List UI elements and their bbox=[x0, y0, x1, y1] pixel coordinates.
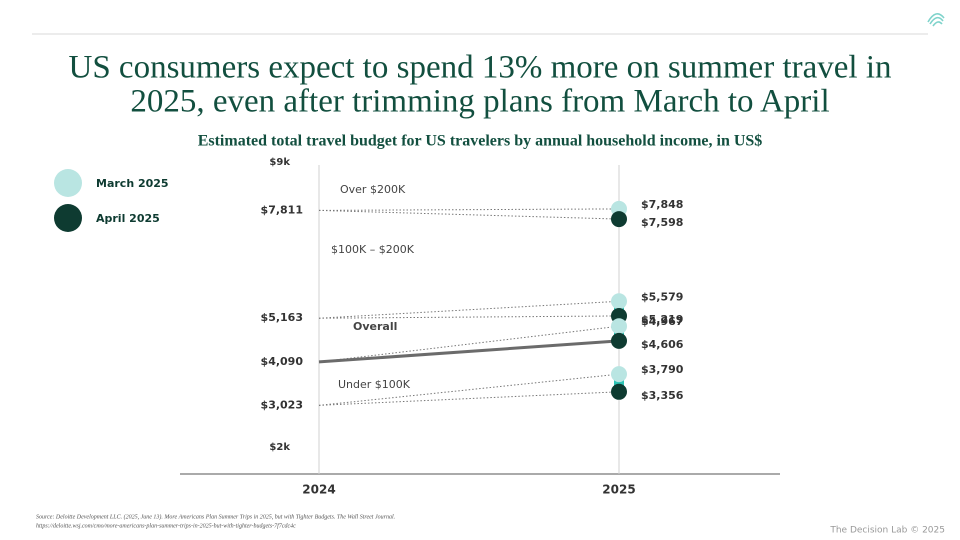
dot bbox=[611, 293, 627, 310]
connector bbox=[318, 373, 620, 406]
subtitle: Estimated total travel budget for US tra… bbox=[198, 133, 763, 150]
logo bbox=[927, 13, 945, 27]
value-label: $3,356 bbox=[641, 389, 684, 402]
value-label: $4,967 bbox=[641, 315, 683, 328]
baseline-label: $4,090 bbox=[261, 355, 304, 368]
dot bbox=[611, 366, 627, 383]
connector bbox=[318, 209, 620, 220]
x-tick-label: 2024 bbox=[302, 483, 335, 497]
title: 2025, even after trimming plans from Mar… bbox=[130, 84, 829, 120]
dot bbox=[611, 318, 627, 335]
baseline-label: $7,811 bbox=[261, 203, 303, 216]
legend-label: April 2025 bbox=[96, 212, 160, 225]
group-label: Under $100K bbox=[338, 378, 411, 391]
baseline-label: $3,023 bbox=[261, 398, 303, 411]
dot bbox=[611, 383, 627, 400]
value-label: $7,848 bbox=[641, 198, 683, 211]
group-label: Over $200K bbox=[340, 183, 406, 196]
connector bbox=[318, 208, 620, 211]
y-tick-label: $9k bbox=[269, 157, 290, 168]
value-label: $5,219 bbox=[641, 313, 683, 326]
source: https://deloitte.wsj.com/cmo/more-americ… bbox=[36, 522, 296, 529]
x-tick-label: 2025 bbox=[602, 483, 635, 497]
value-label: $7,598 bbox=[641, 216, 683, 229]
legend-label: March 2025 bbox=[96, 177, 169, 190]
value-label: $4,606 bbox=[641, 338, 684, 351]
legend-swatch bbox=[54, 169, 82, 197]
dot bbox=[611, 332, 627, 349]
change-bar bbox=[614, 374, 624, 392]
y-tick-label: $2k bbox=[269, 442, 290, 453]
source: Source: Deloitte Development LLC. (2025,… bbox=[36, 513, 395, 520]
dot bbox=[611, 211, 627, 228]
overall-line bbox=[318, 339, 620, 364]
group-label: $100K – $200K bbox=[331, 243, 415, 256]
value-label: $3,790 bbox=[641, 363, 684, 376]
connector bbox=[318, 300, 620, 319]
connector bbox=[318, 315, 620, 319]
legend-swatch bbox=[54, 204, 82, 232]
baseline-label: $5,163 bbox=[261, 311, 303, 324]
footer: The Decision Lab © 2025 bbox=[829, 526, 945, 536]
connector bbox=[318, 325, 620, 363]
connector bbox=[318, 391, 620, 406]
title: US consumers expect to spend 13% more on… bbox=[69, 50, 892, 86]
value-label: $5,579 bbox=[641, 290, 683, 303]
group-label: Overall bbox=[353, 320, 397, 333]
